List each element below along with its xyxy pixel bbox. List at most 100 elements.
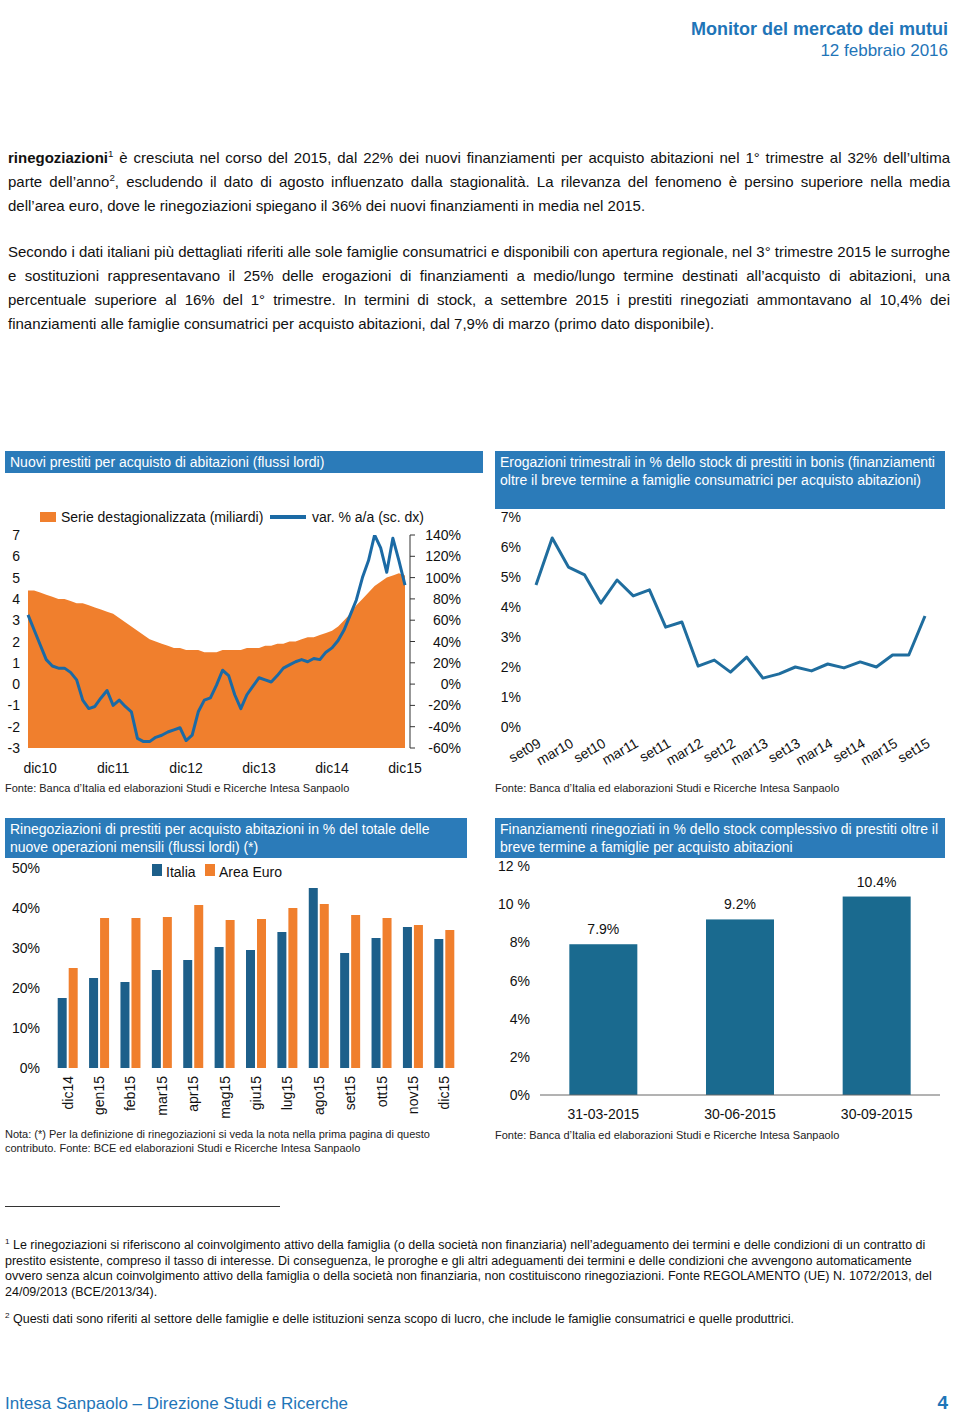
y-tick-label: 7 — [12, 527, 20, 543]
header: Monitor del mercato dei mutui12 febbraio… — [691, 18, 948, 62]
plot-area — [58, 888, 455, 1068]
legend-swatch — [152, 864, 162, 876]
y-tick-label: 1% — [501, 689, 521, 705]
y2-tick-label: -60% — [428, 740, 461, 756]
header-title: Monitor del mercato dei mutui — [691, 18, 948, 40]
y-tick-label: 3% — [501, 629, 521, 645]
legend-swatch — [40, 512, 56, 522]
x-tick-label: feb15 — [122, 1076, 138, 1111]
source-note: Fonte: Banca d’Italia ed elaborazioni St… — [495, 781, 945, 795]
x-tick-label: dic14 — [315, 760, 349, 776]
plot-area — [569, 897, 910, 1095]
chart-title: Rinegoziazioni di prestiti per acquisto … — [5, 818, 467, 858]
legend-swatch — [270, 515, 306, 519]
y-tick-label: 5 — [12, 570, 20, 586]
x-tick-label: mag15 — [217, 1076, 233, 1119]
y2-tick-label: 140% — [425, 527, 461, 543]
data-label: 9.2% — [724, 896, 756, 912]
y2-tick-label: 20% — [433, 655, 461, 671]
x-tick-label: gen15 — [91, 1076, 107, 1115]
y-tick-label: 20% — [12, 980, 40, 996]
y-tick-label: 0% — [510, 1087, 530, 1103]
bar — [569, 944, 637, 1095]
y2-tick — [410, 705, 415, 706]
bar — [309, 888, 318, 1068]
chart-title: Nuovi prestiti per acquisto di abitazion… — [5, 451, 483, 473]
y-tick-label: 2 — [12, 634, 20, 650]
x-tick-label: ott15 — [374, 1076, 390, 1107]
footnote-ref: 2 — [109, 172, 114, 183]
header-date: 12 febbraio 2016 — [691, 40, 948, 62]
data-label: 10.4% — [857, 874, 897, 890]
y2-tick — [410, 577, 415, 578]
bar — [706, 919, 774, 1095]
bar — [288, 908, 297, 1068]
bar — [257, 919, 266, 1068]
y2-tick — [410, 748, 415, 749]
text-run: rinegoziazioni — [8, 149, 108, 166]
y-tick-label: 2% — [510, 1049, 530, 1065]
y-tick-label: -3 — [8, 740, 21, 756]
bar — [58, 998, 67, 1068]
data-label: 7.9% — [587, 921, 619, 937]
bar — [351, 915, 360, 1068]
legend: Serie destagionalizzata (miliardi)var. %… — [40, 509, 424, 525]
paragraph: Secondo i dati italiani più dettagliati … — [8, 240, 950, 336]
bar — [194, 905, 203, 1068]
x-tick-label: giu15 — [248, 1076, 264, 1110]
bar — [843, 897, 911, 1095]
x-tick-label: dic15 — [436, 1076, 452, 1110]
bar — [340, 953, 349, 1068]
bar — [320, 904, 329, 1068]
footnote-mark: 2 — [5, 1311, 10, 1320]
y-tick-label: 7% — [501, 509, 521, 525]
y-tick-label: -2 — [8, 719, 21, 735]
x-tick-label: lug15 — [279, 1076, 295, 1110]
y-tick-label: 10 % — [498, 896, 530, 912]
line-series — [28, 535, 405, 742]
chart-title: Erogazioni trimestrali in % dello stock … — [495, 451, 945, 509]
footnote: 1 Le rinegoziazioni si riferiscono al co… — [5, 1238, 950, 1300]
y-tick-label: 40% — [12, 900, 40, 916]
plot-area — [28, 535, 405, 748]
source-note: Fonte: Banca d’Italia ed elaborazioni St… — [5, 781, 483, 795]
x-tick-label: dic15 — [388, 760, 422, 776]
line-series — [536, 538, 925, 678]
y-tick-label: 0% — [20, 1060, 40, 1076]
y-tick-label: 5% — [501, 569, 521, 585]
text-run: , escludendo il dato di agosto influenza… — [8, 173, 950, 214]
y2-tick-label: 80% — [433, 591, 461, 607]
y2-tick-label: -40% — [428, 719, 461, 735]
y-tick-label: 6% — [510, 973, 530, 989]
y-tick-label: 1 — [12, 655, 20, 671]
x-tick-label: 30-09-2015 — [841, 1106, 913, 1122]
legend-label: Italia — [166, 864, 196, 880]
x-tick-label: dic11 — [97, 760, 130, 776]
x-tick-label: 31-03-2015 — [568, 1106, 640, 1122]
bar — [163, 917, 172, 1068]
y-tick-label: 4 — [12, 591, 20, 607]
chart-title: Finanziamenti rinegoziati in % dello sto… — [495, 818, 945, 858]
y2-tick — [410, 684, 415, 685]
legend-label: Area Euro — [219, 864, 282, 880]
y2-tick — [410, 556, 415, 557]
y-tick-label: 4% — [501, 599, 521, 615]
page: Serie destagionalizzata (miliardi)var. %… — [0, 0, 960, 1421]
x-tick-label: dic14 — [60, 1076, 76, 1110]
y2-tick-label: 60% — [433, 612, 461, 628]
y2-tick — [410, 662, 415, 663]
y2-tick-label: 0% — [441, 676, 461, 692]
bar — [434, 939, 443, 1068]
bar — [152, 970, 161, 1068]
y-tick-label: 30% — [12, 940, 40, 956]
bar — [445, 930, 454, 1068]
bar — [277, 932, 286, 1068]
footnote-rule — [5, 1206, 280, 1207]
y-tick-label: 12 % — [498, 858, 530, 874]
y2-tick — [410, 598, 415, 599]
paragraph: rinegoziazioni1 è cresciuta nel corso de… — [8, 146, 950, 218]
bar — [183, 960, 192, 1068]
y2-tick-label: 120% — [425, 548, 461, 564]
y-tick-label: 0% — [501, 719, 521, 735]
baseline — [540, 1095, 940, 1096]
